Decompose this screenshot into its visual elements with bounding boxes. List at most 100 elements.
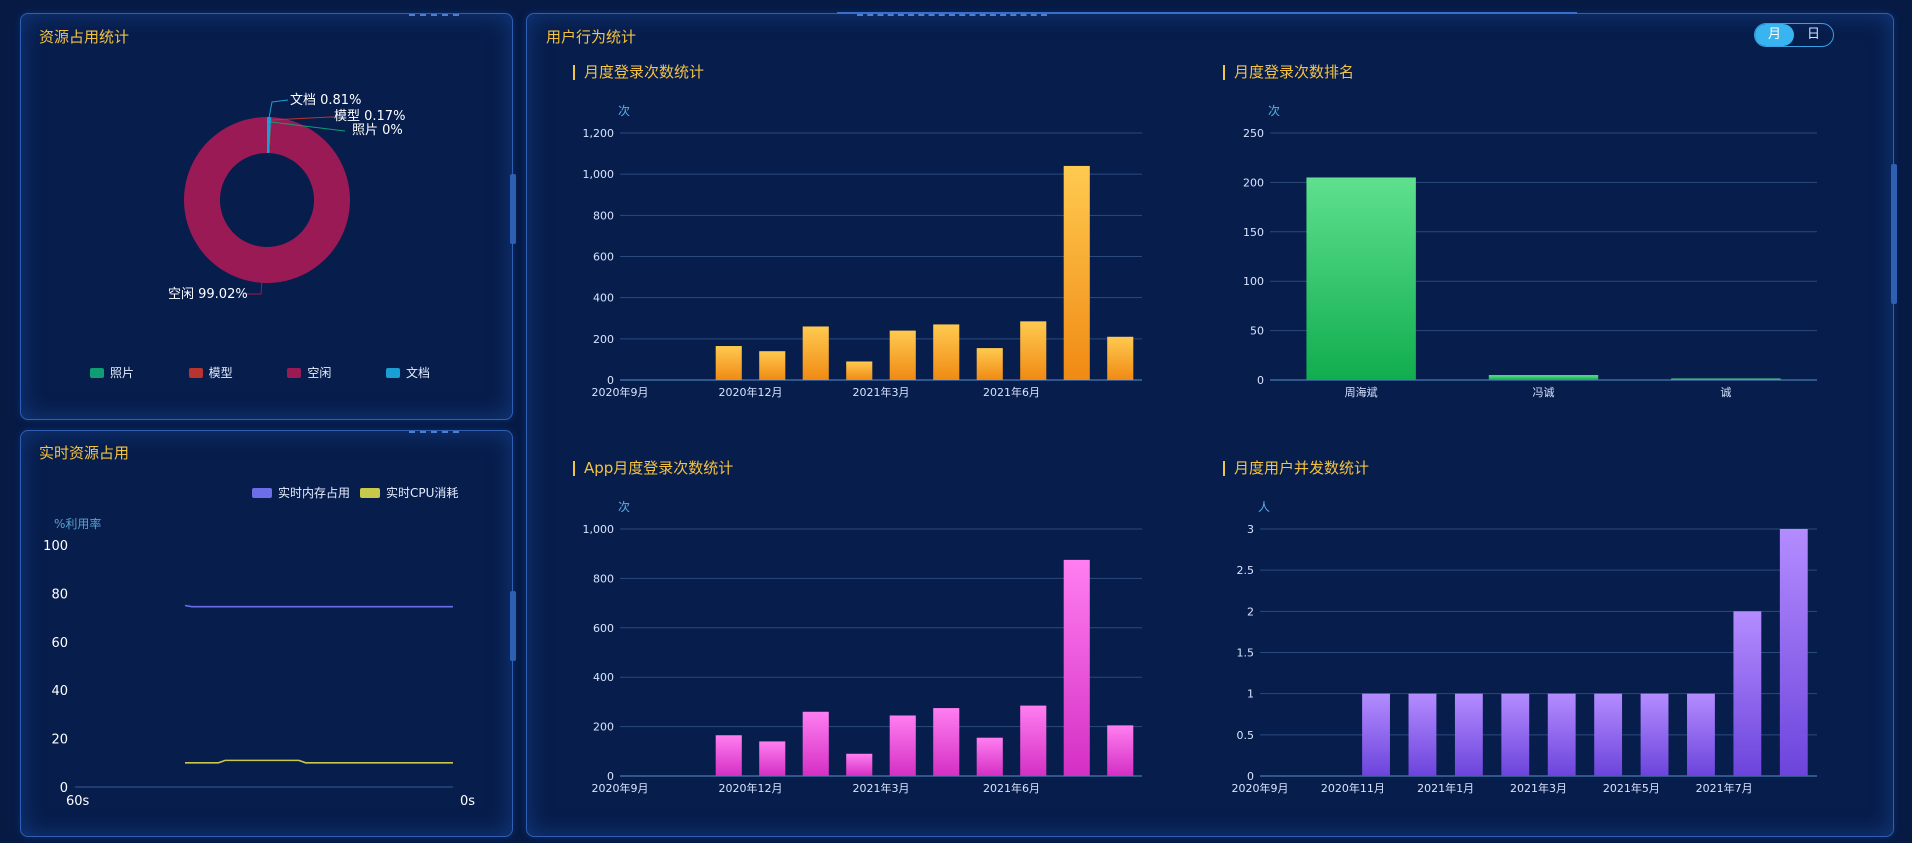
bar[interactable] xyxy=(1454,693,1483,776)
bar[interactable] xyxy=(1488,375,1599,380)
bar[interactable] xyxy=(1306,177,1416,380)
series-line-0 xyxy=(184,604,453,608)
bar[interactable] xyxy=(1640,693,1669,776)
bar[interactable] xyxy=(1733,611,1762,776)
legend-label: 实时CPU消耗 xyxy=(386,486,459,500)
bar[interactable] xyxy=(1063,165,1090,380)
bar-chart-monthly-concurrent: 人 0 0.5 1 1.5 2 2.5 3 2020年9月 2020年11月 2021年1月 2021… xyxy=(1232,500,1817,795)
bar[interactable] xyxy=(759,741,786,776)
legend-item-cpu[interactable]: 实时CPU消耗 xyxy=(360,484,458,501)
bar[interactable] xyxy=(1020,705,1047,776)
realtime-legend: 实时内存占用 实时CPU消耗 xyxy=(252,484,458,501)
x-tick-label: 2020年11月 xyxy=(1321,781,1385,795)
y-tick-label: 3 xyxy=(1247,523,1254,536)
y-tick-label: 1,000 xyxy=(583,168,615,181)
legend-label: 文档 xyxy=(405,366,430,380)
bar[interactable] xyxy=(1107,725,1134,776)
y-tick-label: 1.5 xyxy=(1237,647,1255,660)
bar[interactable] xyxy=(715,735,742,776)
bar[interactable] xyxy=(1501,693,1530,776)
y-tick-label: 1,000 xyxy=(583,523,615,536)
photo-slice-label: 照片 0% xyxy=(352,123,403,138)
x-tick-label: 2021年7月 xyxy=(1696,781,1753,795)
bar[interactable] xyxy=(846,361,873,380)
realtime-panel-title: 实时资源占用 xyxy=(39,444,130,462)
legend-item-idle[interactable]: 空闲 xyxy=(287,364,331,381)
legend-item-doc[interactable]: 文档 xyxy=(385,364,430,381)
bar[interactable] xyxy=(759,351,786,380)
bar-chart-login-ranking: 次 0 50 100 150 200 250 周海斌 冯诚 诚 xyxy=(1243,104,1817,399)
bar[interactable] xyxy=(846,753,873,776)
unit-label: 次 xyxy=(618,500,630,514)
resource-legend: 照片 模型 空闲 文档 xyxy=(90,364,430,381)
bar[interactable] xyxy=(933,708,960,776)
y-tick-label: 800 xyxy=(593,572,614,585)
unit-label: 次 xyxy=(618,104,630,118)
y-tick-label: 200 xyxy=(593,333,614,346)
y-tick-label: 0 xyxy=(1257,374,1264,387)
bar[interactable] xyxy=(1594,693,1623,776)
y-tick-label: 0 xyxy=(1247,770,1254,783)
toggle-month[interactable]: 月 xyxy=(1755,24,1794,46)
bar[interactable] xyxy=(1107,336,1134,380)
panel-side-notch xyxy=(1891,164,1897,304)
donut-slice-3[interactable] xyxy=(267,117,272,154)
bar[interactable] xyxy=(1408,693,1437,776)
chart-title-monthly-login: 月度登录次数统计 xyxy=(573,65,704,80)
y-tick-label: 1,200 xyxy=(583,127,615,140)
bar[interactable] xyxy=(715,346,742,380)
donut-slice-1[interactable] xyxy=(269,117,273,154)
y-tick-label: 2.5 xyxy=(1237,564,1255,577)
bar[interactable] xyxy=(1362,693,1390,776)
bar[interactable] xyxy=(976,737,1003,776)
y-tick-label: 50 xyxy=(1250,325,1264,338)
bar[interactable] xyxy=(1063,559,1090,776)
x-tick-label: 冯诚 xyxy=(1533,386,1555,399)
bar[interactable] xyxy=(889,715,916,776)
resource-panel-title: 资源占用统计 xyxy=(39,28,130,46)
series-line-1 xyxy=(185,759,453,764)
y-tick-label: 40 xyxy=(51,684,68,699)
y-tick-label: 20 xyxy=(51,733,68,748)
model-leader-line xyxy=(270,116,334,121)
y-tick-label: 150 xyxy=(1243,226,1264,239)
x-tick-label: 2021年6月 xyxy=(983,385,1040,399)
bar[interactable] xyxy=(1779,529,1808,776)
x-tick-label: 2020年9月 xyxy=(592,385,649,399)
y-tick-label: 100 xyxy=(43,539,68,554)
legend-item-memory[interactable]: 实时内存占用 xyxy=(252,484,350,501)
legend-item-model[interactable]: 模型 xyxy=(188,364,233,381)
resource-panel xyxy=(20,13,516,420)
legend-swatch xyxy=(360,487,381,498)
x-tick-label: 2021年3月 xyxy=(853,385,910,399)
y-axis-label: %利用率 xyxy=(54,516,101,531)
bar[interactable] xyxy=(976,348,1003,380)
bar-chart-monthly-login: 次 0 200 400 600 800 1,000 1,200 2020年9月 2020年12月 2… xyxy=(583,104,1142,399)
toggle-day[interactable]: 日 xyxy=(1806,27,1820,42)
x-tick-label: 2021年1月 xyxy=(1417,781,1474,795)
donut-group xyxy=(183,117,350,283)
bar[interactable] xyxy=(933,324,960,380)
y-tick-label: 0 xyxy=(60,781,68,796)
bar[interactable] xyxy=(1671,378,1781,381)
x-tick-label: 2020年9月 xyxy=(1232,781,1289,795)
panel-top-decoration xyxy=(837,12,1577,16)
x-tick-label: 周海斌 xyxy=(1345,385,1378,399)
y-tick-label: 400 xyxy=(593,671,614,684)
legend-swatch xyxy=(90,367,104,378)
bar[interactable] xyxy=(889,330,916,380)
unit-label: 次 xyxy=(1268,104,1280,118)
legend-item-photo[interactable]: 照片 xyxy=(90,364,134,381)
bar[interactable] xyxy=(1547,693,1576,776)
x-tick-label: 2020年12月 xyxy=(719,781,783,795)
x-tick-label: 2021年6月 xyxy=(983,781,1040,795)
bar[interactable] xyxy=(1687,693,1715,776)
bar[interactable] xyxy=(802,711,829,776)
photo-leader-line xyxy=(270,121,346,132)
bar[interactable] xyxy=(802,326,829,380)
resource-donut-chart: 文档 0.81% 模型 0.17% 照片 0% 空闲 99.02% xyxy=(168,93,405,302)
donut-slice-2[interactable] xyxy=(183,117,350,283)
bar[interactable] xyxy=(1020,321,1047,380)
legend-swatch xyxy=(252,487,272,498)
legend-label: 模型 xyxy=(208,366,233,380)
